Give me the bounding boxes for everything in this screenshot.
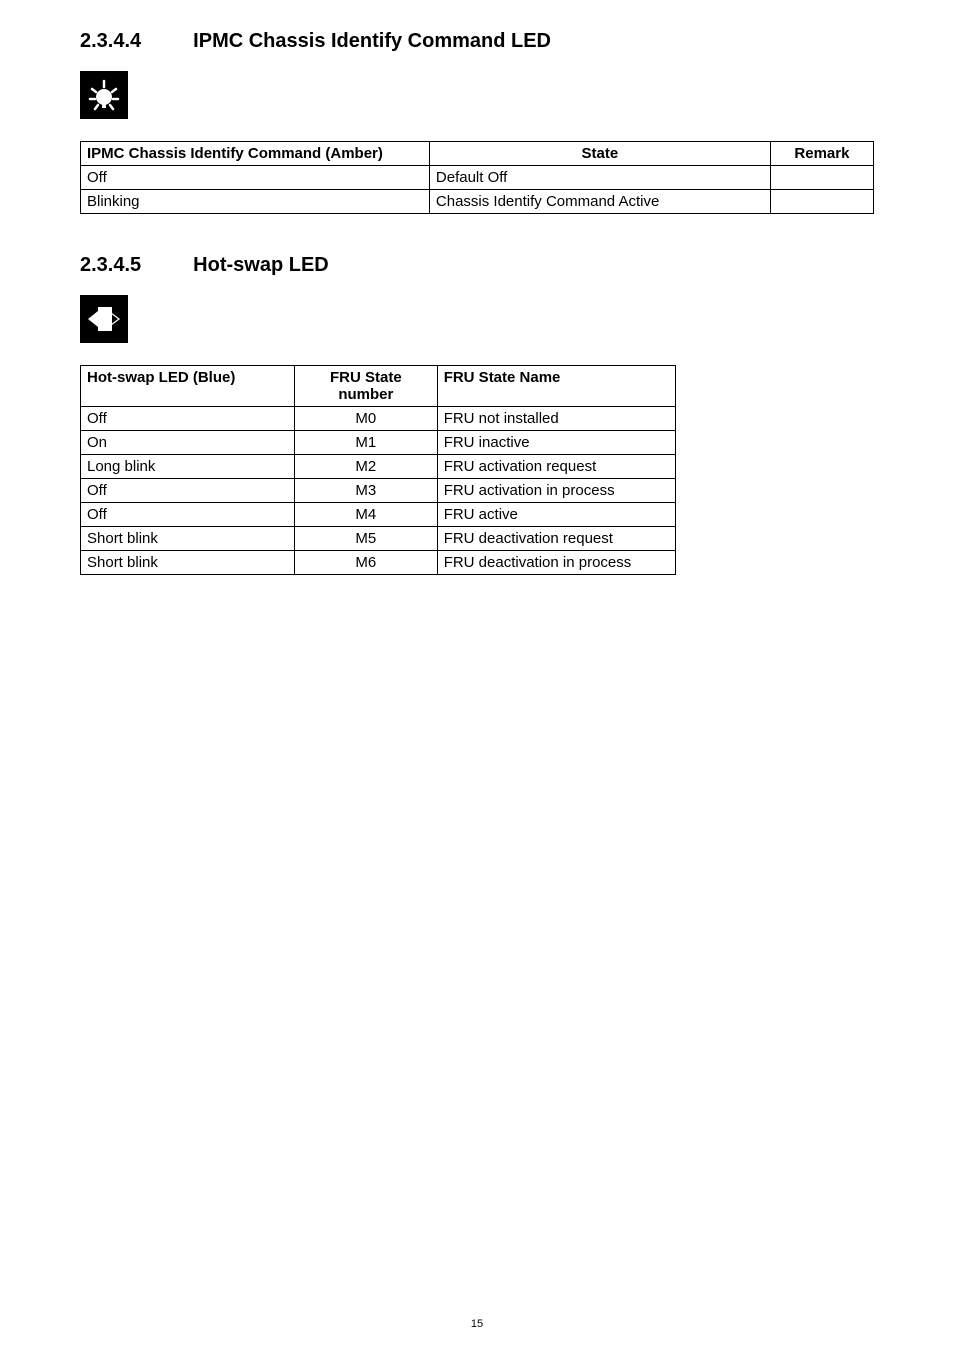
cell: M2 [295,455,438,479]
cell: FRU not installed [437,407,675,431]
table-row: Short blink M6 FRU deactivation in proce… [81,551,676,575]
cell: Off [81,503,295,527]
col-header: Hot-swap LED (Blue) [81,366,295,407]
cell: M1 [295,431,438,455]
page: 2.3.4.4 IPMC Chassis Identify Command LE… [0,0,954,1350]
page-number: 15 [0,1318,954,1330]
cell: Long blink [81,455,295,479]
col-header: Remark [770,142,873,166]
cell: FRU deactivation request [437,527,675,551]
table-row: Off M0 FRU not installed [81,407,676,431]
cell: Off [81,407,295,431]
cell: FRU activation request [437,455,675,479]
cell: FRU deactivation in process [437,551,675,575]
section-title-2: Hot-swap LED [193,254,329,277]
cell: M0 [295,407,438,431]
cell: FRU inactive [437,431,675,455]
section-heading-2: 2.3.4.5 Hot-swap LED [80,254,874,277]
cell: M4 [295,503,438,527]
section-heading-1: 2.3.4.4 IPMC Chassis Identify Command LE… [80,30,874,53]
table-row: Off M4 FRU active [81,503,676,527]
col-header: State [429,142,770,166]
table-row: Off Default Off [81,166,874,190]
ipmc-table: IPMC Chassis Identify Command (Amber) St… [80,141,874,214]
cell [770,190,873,214]
table-row: Blinking Chassis Identify Command Active [81,190,874,214]
table-row: Short blink M5 FRU deactivation request [81,527,676,551]
cell: On [81,431,295,455]
table-header-row: IPMC Chassis Identify Command (Amber) St… [81,142,874,166]
cell: Blinking [81,190,430,214]
hotswap-icon [80,295,128,343]
table-header-row: Hot-swap LED (Blue) FRU State number FRU… [81,366,676,407]
table-row: Off M3 FRU activation in process [81,479,676,503]
cell: Off [81,166,430,190]
cell: M3 [295,479,438,503]
section-number-1: 2.3.4.4 [80,30,141,53]
col-header: FRU State number [295,366,438,407]
section-title-1: IPMC Chassis Identify Command LED [193,30,551,53]
col-header: IPMC Chassis Identify Command (Amber) [81,142,430,166]
cell: Default Off [429,166,770,190]
cell: Off [81,479,295,503]
lightbulb-icon [80,71,128,119]
table-row: Long blink M2 FRU activation request [81,455,676,479]
hotswap-table: Hot-swap LED (Blue) FRU State number FRU… [80,365,676,575]
cell: Chassis Identify Command Active [429,190,770,214]
cell: FRU active [437,503,675,527]
table-row: On M1 FRU inactive [81,431,676,455]
cell: Short blink [81,527,295,551]
cell: M6 [295,551,438,575]
cell: FRU activation in process [437,479,675,503]
cell [770,166,873,190]
section-number-2: 2.3.4.5 [80,254,141,277]
cell: Short blink [81,551,295,575]
cell: M5 [295,527,438,551]
col-header: FRU State Name [437,366,675,407]
